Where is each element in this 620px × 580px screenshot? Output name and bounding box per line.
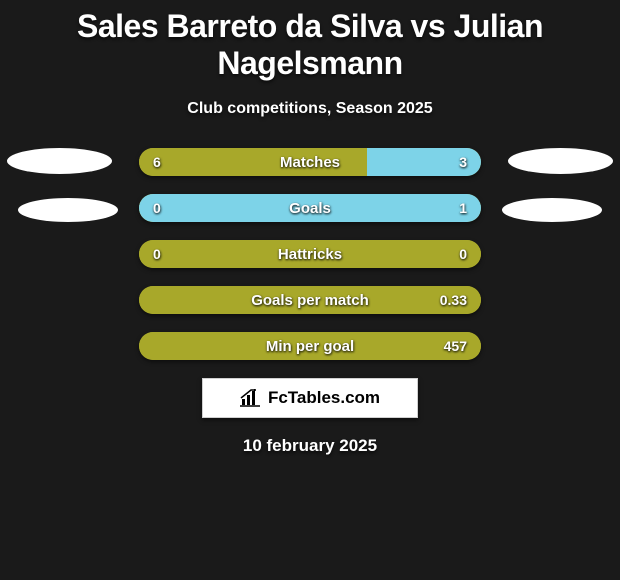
player-left-badge-1 [7, 148, 112, 174]
stat-bar-right [367, 148, 481, 176]
stat-bar-left [139, 148, 367, 176]
stat-bar-right [139, 194, 481, 222]
date-label: 10 february 2025 [0, 436, 620, 456]
player-left-badge-2 [18, 198, 118, 222]
stat-bar-left [139, 332, 481, 360]
stat-row: Goals01 [139, 194, 481, 222]
stat-row: Min per goal457 [139, 332, 481, 360]
credit-box[interactable]: FcTables.com [202, 378, 418, 418]
stat-row: Matches63 [139, 148, 481, 176]
stat-row: Hattricks00 [139, 240, 481, 268]
credit-text: FcTables.com [268, 388, 380, 408]
stat-bars: Matches63 Goals01 Hattricks00 Goals per mat… [139, 148, 481, 360]
comparison-infographic: Sales Barreto da Silva vs Julian Nagelsm… [0, 0, 620, 580]
subtitle: Club competitions, Season 2025 [0, 100, 620, 118]
player-right-badge-1 [508, 148, 613, 174]
page-title: Sales Barreto da Silva vs Julian Nagelsm… [0, 8, 620, 82]
bar-chart-icon [240, 389, 262, 407]
stats-arena: Matches63 Goals01 Hattricks00 Goals per mat… [0, 148, 620, 360]
stat-bar-left [139, 240, 481, 268]
stat-row: Goals per match0.33 [139, 286, 481, 314]
stat-bar-left [139, 286, 481, 314]
player-right-badge-2 [502, 198, 602, 222]
